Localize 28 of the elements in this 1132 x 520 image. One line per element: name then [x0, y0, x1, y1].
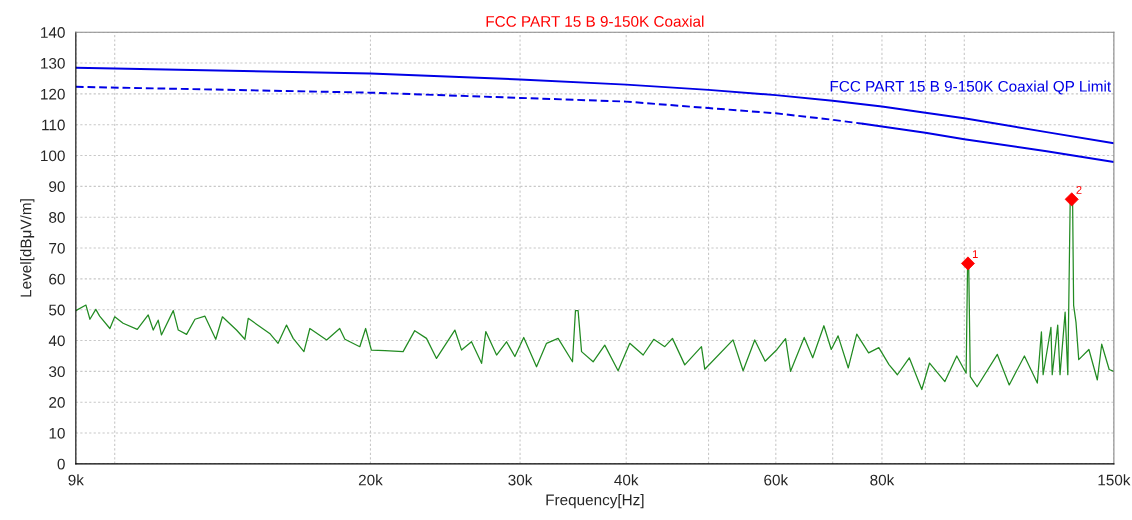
y-tick-label: 70 [49, 242, 65, 254]
y-axis-title: Level[dBμV/m] [20, 199, 35, 297]
x-tick-label: 150k [1098, 474, 1131, 486]
y-tick-label: 140 [41, 27, 65, 38]
x-tick-label: 40k [614, 474, 639, 486]
x-tick-label: 20k [358, 474, 383, 486]
series-label: FCC PART 15 B 9-150K Coaxial QP Limit [830, 80, 1112, 95]
y-tick-label: 60 [49, 273, 65, 285]
x-tick-label: 9k [68, 474, 84, 486]
x-tick-label: 80k [870, 474, 895, 486]
y-tick-label: 130 [41, 57, 65, 69]
y-tick-label: 110 [42, 119, 65, 131]
x-tick-label: 60k [764, 474, 789, 486]
y-tick-label: 80 [49, 212, 65, 223]
y-tick-label: 10 [49, 427, 65, 439]
chart-title: FCC PART 15 B 9-150K Coaxial [486, 15, 704, 27]
y-tick-label: 30 [49, 366, 65, 378]
y-tick-label: 90 [49, 181, 65, 193]
x-tick-label: 30k [508, 474, 533, 486]
annotation: 2 [1076, 186, 1082, 194]
y-tick-label: 120 [41, 88, 65, 100]
y-tick-label: 100 [41, 150, 65, 162]
x-axis-title: Frequency[Hz] [546, 494, 644, 509]
y-tick-label: 20 [49, 397, 65, 408]
y-tick-label: 50 [49, 304, 65, 316]
y-tick-label: 0 [57, 458, 65, 470]
y-tick-label: 40 [48, 335, 65, 347]
annotation: 1 [972, 250, 978, 258]
